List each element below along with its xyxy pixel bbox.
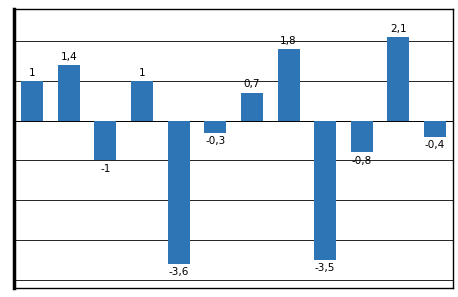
Text: -0,3: -0,3	[205, 136, 225, 146]
Bar	[387, 37, 409, 121]
Text: -3,6: -3,6	[169, 267, 189, 277]
Text: 1,4: 1,4	[60, 52, 77, 61]
Bar	[424, 121, 446, 137]
Bar	[131, 81, 153, 121]
Text: -3,5: -3,5	[315, 263, 335, 273]
Bar	[314, 121, 336, 260]
Bar	[94, 121, 116, 160]
Bar	[21, 81, 43, 121]
Text: -1: -1	[100, 164, 110, 174]
Bar	[204, 121, 226, 132]
Bar	[278, 49, 300, 121]
Bar	[58, 65, 80, 121]
Bar	[351, 121, 373, 152]
Text: -0,4: -0,4	[425, 140, 445, 150]
Text: 1: 1	[139, 67, 145, 78]
Text: 1: 1	[29, 67, 35, 78]
Text: 0,7: 0,7	[244, 80, 260, 89]
Text: 2,1: 2,1	[390, 24, 407, 34]
Bar	[241, 93, 263, 121]
Bar	[168, 121, 190, 264]
Text: 1,8: 1,8	[280, 36, 297, 46]
Text: -0,8: -0,8	[352, 156, 372, 166]
